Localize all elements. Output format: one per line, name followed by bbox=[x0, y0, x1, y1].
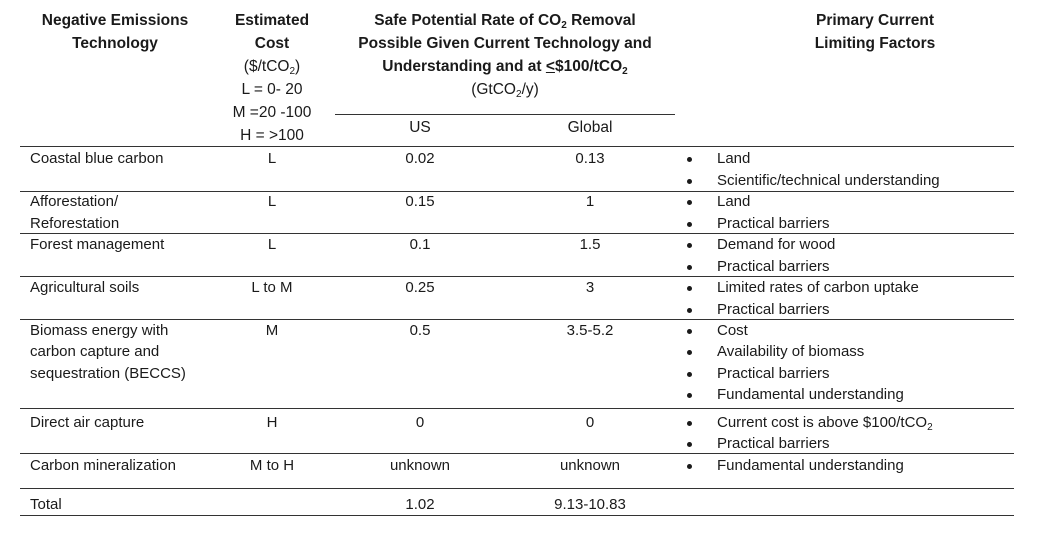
header-factors-line: Limiting Factors bbox=[814, 35, 936, 52]
tech-name: Forest management bbox=[30, 236, 165, 253]
cost-level: L bbox=[267, 150, 277, 167]
limiting-factor: Fundamental understanding bbox=[683, 384, 1023, 406]
tech-name: Reforestation bbox=[30, 215, 120, 232]
row-divider bbox=[20, 453, 1014, 454]
header-technology: Negative Emissions Technology bbox=[20, 9, 210, 55]
bullet-icon bbox=[687, 286, 692, 291]
tech-name: carbon capture and bbox=[30, 343, 160, 360]
header-rate-line2: Possible Given Current Technology and bbox=[358, 35, 652, 52]
header-rate-unit: (GtCO2/y) bbox=[471, 81, 539, 100]
global-rate: 0 bbox=[585, 414, 595, 431]
bullet-icon bbox=[687, 329, 692, 334]
us-rate: 0.02 bbox=[405, 150, 435, 167]
header-cost-line: Estimated bbox=[234, 12, 310, 29]
cost-level: L bbox=[267, 236, 277, 253]
header-technology-line: Negative Emissions bbox=[41, 12, 189, 29]
limiting-factor: Fundamental understanding bbox=[683, 455, 1023, 477]
bullet-icon bbox=[687, 372, 692, 377]
tech-name: Biomass energy with bbox=[30, 322, 169, 339]
limiting-factor: Cost bbox=[683, 320, 1023, 342]
header-rate-line1: Safe Potential Rate of CO2 Removal bbox=[374, 12, 636, 31]
limiting-factor: Practical barriers bbox=[683, 256, 1023, 278]
limiting-factor: Current cost is above $100/tCO2 bbox=[683, 412, 1023, 434]
tech-name: Agricultural soils bbox=[30, 279, 140, 296]
global-rate: 3 bbox=[585, 279, 595, 296]
bullet-icon bbox=[687, 265, 692, 270]
limiting-factor: Scientific/technical understanding bbox=[683, 170, 1023, 192]
tech-name: sequestration (BECCS) bbox=[30, 365, 186, 382]
limiting-factor: Practical barriers bbox=[683, 213, 1023, 235]
us-rate: 0 bbox=[415, 414, 425, 431]
cost-level: L to M bbox=[251, 279, 293, 296]
global-rate: 0.13 bbox=[575, 150, 605, 167]
us-rate: 0.5 bbox=[409, 322, 431, 339]
bullet-icon bbox=[687, 308, 692, 313]
global-rate: unknown bbox=[559, 457, 621, 474]
rate-subheader-divider bbox=[335, 114, 675, 115]
total-label: Total bbox=[30, 496, 62, 513]
limiting-factor: Demand for wood bbox=[683, 234, 1023, 256]
total-global: 9.13-10.83 bbox=[554, 496, 626, 513]
us-rate: unknown bbox=[389, 457, 451, 474]
header-us: US bbox=[409, 119, 431, 136]
us-rate: 0.15 bbox=[405, 193, 435, 210]
header-divider bbox=[20, 146, 1014, 147]
row-divider bbox=[20, 276, 1014, 277]
bullet-icon bbox=[687, 393, 692, 398]
limiting-factor: Availability of biomass bbox=[683, 341, 1023, 363]
limiting-factor: Practical barriers bbox=[683, 363, 1023, 385]
total-us: 1.02 bbox=[405, 496, 435, 513]
row-divider bbox=[20, 488, 1014, 489]
bullet-icon bbox=[687, 222, 692, 227]
limiting-factor: Practical barriers bbox=[683, 299, 1023, 321]
us-rate: 0.25 bbox=[405, 279, 435, 296]
cost-level: L bbox=[267, 193, 277, 210]
bullet-icon bbox=[687, 442, 692, 447]
tech-name: Direct air capture bbox=[30, 414, 145, 431]
bullet-icon bbox=[687, 157, 692, 162]
limiting-factor: Land bbox=[683, 191, 1023, 213]
row-divider bbox=[20, 191, 1014, 192]
bullet-icon bbox=[687, 464, 692, 469]
header-cost-line: Cost bbox=[254, 35, 290, 52]
tech-name: Carbon mineralization bbox=[30, 457, 176, 474]
tech-name: Afforestation/ bbox=[30, 193, 119, 210]
cost-level: M bbox=[265, 322, 279, 339]
cost-legend-high: H = >100 bbox=[240, 127, 304, 144]
header-rate-line3: Understanding and at <$100/tCO2 bbox=[382, 58, 628, 77]
limiting-factor: Practical barriers bbox=[683, 433, 1023, 455]
bullet-icon bbox=[687, 421, 692, 426]
row-divider bbox=[20, 408, 1014, 409]
row-divider bbox=[20, 233, 1014, 234]
header-cost: Estimated Cost ($/tCO2) L = 0- 20 M =20 … bbox=[212, 9, 332, 147]
limiting-factor: Limited rates of carbon uptake bbox=[683, 277, 1023, 299]
cost-level: H bbox=[266, 414, 278, 431]
global-rate: 1.5 bbox=[579, 236, 601, 253]
global-rate: 3.5-5.2 bbox=[566, 322, 614, 339]
bullet-icon bbox=[687, 200, 692, 205]
cost-legend-medium: M =20 -100 bbox=[232, 104, 312, 121]
header-global: Global bbox=[567, 119, 613, 136]
global-rate: 1 bbox=[585, 193, 595, 210]
header-technology-line: Technology bbox=[72, 35, 158, 52]
cost-legend-low: L = 0- 20 bbox=[241, 81, 303, 98]
header-factors-line: Primary Current bbox=[815, 12, 934, 29]
row-divider bbox=[20, 319, 1014, 320]
limiting-factor: Land bbox=[683, 148, 1023, 170]
us-rate: 0.1 bbox=[409, 236, 431, 253]
header-rate: Safe Potential Rate of CO2 Removal Possi… bbox=[335, 9, 675, 101]
header-cost-unit: ($/tCO2) bbox=[243, 58, 301, 77]
table-bottom-rule bbox=[20, 515, 1014, 516]
bullet-icon bbox=[687, 179, 692, 184]
cost-level: M to H bbox=[249, 457, 295, 474]
tech-name: Coastal blue carbon bbox=[30, 150, 164, 167]
bullet-icon bbox=[687, 243, 692, 248]
bullet-icon bbox=[687, 350, 692, 355]
header-limiting-factors: Primary Current Limiting Factors bbox=[755, 9, 995, 55]
